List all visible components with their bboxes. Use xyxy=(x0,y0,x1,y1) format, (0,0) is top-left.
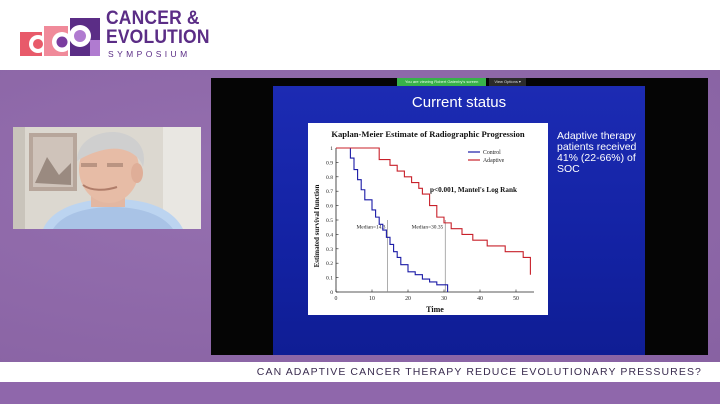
logo-line-1: CANCER & xyxy=(106,8,200,29)
logo-line-2: EVOLUTION xyxy=(106,27,210,48)
y-tick-label: 0.4 xyxy=(326,232,333,238)
y-axis-label: Estimated survival function xyxy=(313,184,321,267)
km-chart: Kaplan-Meier Estimate of Radiographic Pr… xyxy=(308,123,548,315)
x-tick-label: 50 xyxy=(513,296,519,302)
header: CANCER & EVOLUTION SYMPOSIUM xyxy=(0,0,720,70)
median-label: Median=30.35 xyxy=(412,225,444,231)
x-tick-label: 40 xyxy=(477,296,483,302)
series-line-control xyxy=(336,147,449,292)
chart-series xyxy=(336,147,531,292)
slide-note: Adaptive therapy patients received 41% (… xyxy=(557,130,637,175)
logo-line-3: SYMPOSIUM xyxy=(108,49,191,59)
x-tick-label: 30 xyxy=(441,296,447,302)
y-tick-label: 0.5 xyxy=(326,218,333,224)
legend-label-control: Control xyxy=(483,150,501,156)
y-tick-label: 0.7 xyxy=(326,189,333,195)
y-tick-label: 0 xyxy=(330,290,333,296)
y-tick-label: 0.1 xyxy=(326,276,333,282)
screen-share-bar: You are viewing Robert Gatenby's screen … xyxy=(397,78,526,86)
x-tick-label: 0 xyxy=(335,296,338,302)
speaker-video-frame xyxy=(13,127,201,229)
symposium-logo-icon xyxy=(20,18,100,56)
x-axis-label: Time xyxy=(426,305,444,314)
y-tick-label: 0.6 xyxy=(326,204,333,210)
km-chart-svg: Kaplan-Meier Estimate of Radiographic Pr… xyxy=(313,129,534,314)
y-tick-label: 1 xyxy=(330,146,333,152)
p-value-annotation: p<0.001, Mantel's Log Rank xyxy=(430,186,517,194)
video-stage: You are viewing Robert Gatenby's screen … xyxy=(0,70,720,362)
bottom-band xyxy=(0,382,720,404)
presentation-slide: Current status Adaptive therapy patients… xyxy=(273,86,645,355)
screen-share-status: You are viewing Robert Gatenby's screen xyxy=(397,78,487,86)
shared-screen[interactable]: You are viewing Robert Gatenby's screen … xyxy=(211,78,708,355)
logo-wordmark: CANCER & EVOLUTION SYMPOSIUM xyxy=(106,9,219,59)
chart-legend: Control Adaptive xyxy=(468,150,505,164)
y-tick-label: 0.2 xyxy=(326,261,333,267)
y-tick-label: 0.8 xyxy=(326,175,333,181)
x-tick-label: 20 xyxy=(405,296,411,302)
y-tick-label: 0.3 xyxy=(326,247,333,253)
series-line-adaptive xyxy=(336,147,531,275)
speaker-webcam[interactable] xyxy=(13,127,201,229)
chart-axes: 00.10.20.30.40.50.60.70.80.910 10 20 30 40 50… xyxy=(326,146,534,302)
median-label: Median=14.3 xyxy=(357,225,386,231)
chart-title: Kaplan-Meier Estimate of Radiographic Pr… xyxy=(331,129,525,139)
x-tick-label: 10 xyxy=(369,296,375,302)
y-tick-label: 0.9 xyxy=(326,160,333,166)
slide-title: Current status xyxy=(411,94,507,111)
footer-bar: CAN ADAPTIVE CANCER THERAPY REDUCE EVOLU… xyxy=(0,362,720,382)
legend-label-adaptive: Adaptive xyxy=(483,158,505,164)
session-title: CAN ADAPTIVE CANCER THERAPY REDUCE EVOLU… xyxy=(256,366,702,378)
view-options-button[interactable]: View Options ▾ xyxy=(489,78,526,86)
